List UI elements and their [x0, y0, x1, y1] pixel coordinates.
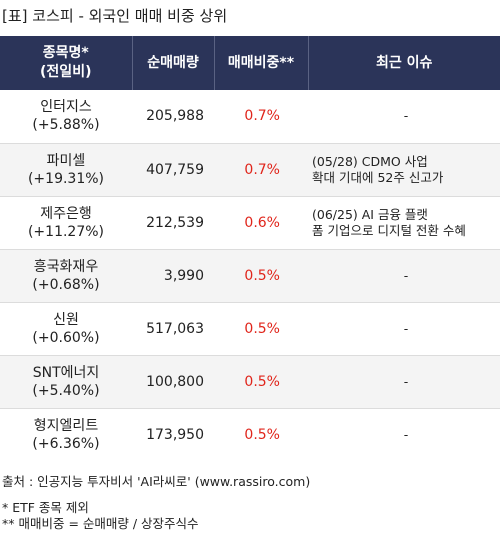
- stock-name-cell: SNT에너지 (+5.40%): [0, 355, 132, 409]
- recent-issue: -: [308, 408, 500, 460]
- recent-issue-line1: -: [403, 320, 409, 336]
- stock-name-cell: 파미셀 (+19.31%): [0, 143, 132, 197]
- table-row: SNT에너지 (+5.40%) 100,800 0.5% -: [0, 355, 500, 409]
- stock-name: 형지엘리트: [33, 417, 99, 434]
- net-volume: 205,988: [132, 90, 214, 144]
- stock-change: (+0.60%): [32, 329, 100, 346]
- table-row: 신원 (+0.60%) 517,063 0.5% -: [0, 302, 500, 356]
- net-volume: 3,990: [132, 249, 214, 303]
- header-net-volume: 순매매량: [132, 36, 215, 90]
- table-row: 제주은행 (+11.27%) 212,539 0.6% (06/25) AI 금…: [0, 196, 500, 250]
- recent-issue-line1: (06/25) AI 금융 플랫: [312, 206, 428, 222]
- trade-ratio: 0.6%: [214, 196, 308, 250]
- page-title: [표] 코스피 - 외국인 매매 비중 상위: [2, 7, 228, 25]
- trade-ratio: 0.5%: [214, 249, 308, 303]
- table-row: 흥국화재우 (+0.68%) 3,990 0.5% -: [0, 249, 500, 303]
- stock-change: (+11.27%): [27, 223, 105, 240]
- foreign-trading-table: 종목명* (전일비) 순매매량 매매비중** 최근 이슈 인터지스 (+5.88…: [0, 36, 500, 460]
- recent-issue: -: [308, 302, 500, 356]
- recent-issue-line1: (05/28) CDMO 사업: [312, 153, 428, 169]
- stock-name: 파미셀: [46, 152, 86, 169]
- stock-change: (+5.40%): [32, 382, 100, 399]
- stock-change: (+6.36%): [32, 435, 100, 452]
- stock-name: SNT에너지: [32, 364, 100, 381]
- stock-change: (+19.31%): [27, 170, 105, 187]
- trade-ratio: 0.7%: [214, 90, 308, 144]
- recent-issue-line1: -: [403, 108, 409, 124]
- stock-change: (+5.88%): [32, 117, 100, 134]
- stock-name-cell: 신원 (+0.60%): [0, 302, 132, 356]
- stock-name-cell: 제주은행 (+11.27%): [0, 196, 132, 250]
- table-row: 형지엘리트 (+6.36%) 173,950 0.5% -: [0, 408, 500, 460]
- net-volume: 173,950: [132, 408, 214, 460]
- table-row: 파미셀 (+19.31%) 407,759 0.7% (05/28) CDMO …: [0, 143, 500, 197]
- trade-ratio: 0.5%: [214, 355, 308, 409]
- stock-name: 흥국화재우: [33, 258, 99, 275]
- trade-ratio: 0.5%: [214, 302, 308, 356]
- header-stock-name-line2: (전일비): [40, 64, 92, 80]
- trade-ratio-definition-note: ** 매매비중 = 순매매량 / 상장주식수: [2, 516, 199, 531]
- net-volume: 212,539: [132, 196, 214, 250]
- stock-change: (+0.68%): [32, 276, 100, 293]
- trade-ratio: 0.7%: [214, 143, 308, 197]
- trade-ratio: 0.5%: [214, 408, 308, 460]
- header-trade-ratio: 매매비중**: [214, 36, 309, 90]
- recent-issue: (05/28) CDMO 사업 확대 기대에 52주 신고가: [308, 143, 500, 197]
- recent-issue-line1: -: [403, 267, 409, 283]
- recent-issue: -: [308, 355, 500, 409]
- source-note: 출처 : 인공지능 투자비서 'AI라씨로' (www.rassiro.com): [2, 474, 311, 489]
- recent-issue-line2: 확대 기대에 52주 신고가: [312, 169, 444, 185]
- net-volume: 407,759: [132, 143, 214, 197]
- recent-issue: (06/25) AI 금융 플랫 폼 기업으로 디지털 전환 수혜: [308, 196, 500, 250]
- etf-exclusion-note: * ETF 종목 제외: [2, 500, 89, 515]
- stock-name: 신원: [53, 311, 79, 328]
- stock-name: 제주은행: [40, 205, 92, 222]
- header-stock-name-line1: 종목명*: [42, 45, 89, 61]
- header-stock-name: 종목명* (전일비): [0, 36, 133, 90]
- recent-issue: -: [308, 90, 500, 144]
- recent-issue-line2: 폼 기업으로 디지털 전환 수혜: [312, 222, 466, 238]
- table-header-row: 종목명* (전일비) 순매매량 매매비중** 최근 이슈: [0, 36, 500, 90]
- net-volume: 100,800: [132, 355, 214, 409]
- data-table-container: 종목명* (전일비) 순매매량 매매비중** 최근 이슈 인터지스 (+5.88…: [0, 36, 500, 460]
- stock-name: 인터지스: [40, 99, 92, 116]
- recent-issue-line1: -: [403, 426, 409, 442]
- header-recent-issue: 최근 이슈: [308, 36, 500, 90]
- net-volume: 517,063: [132, 302, 214, 356]
- stock-name-cell: 인터지스 (+5.88%): [0, 90, 132, 144]
- recent-issue-line1: -: [403, 373, 409, 389]
- recent-issue: -: [308, 249, 500, 303]
- stock-name-cell: 형지엘리트 (+6.36%): [0, 408, 132, 460]
- table-row: 인터지스 (+5.88%) 205,988 0.7% -: [0, 90, 500, 144]
- stock-name-cell: 흥국화재우 (+0.68%): [0, 249, 132, 303]
